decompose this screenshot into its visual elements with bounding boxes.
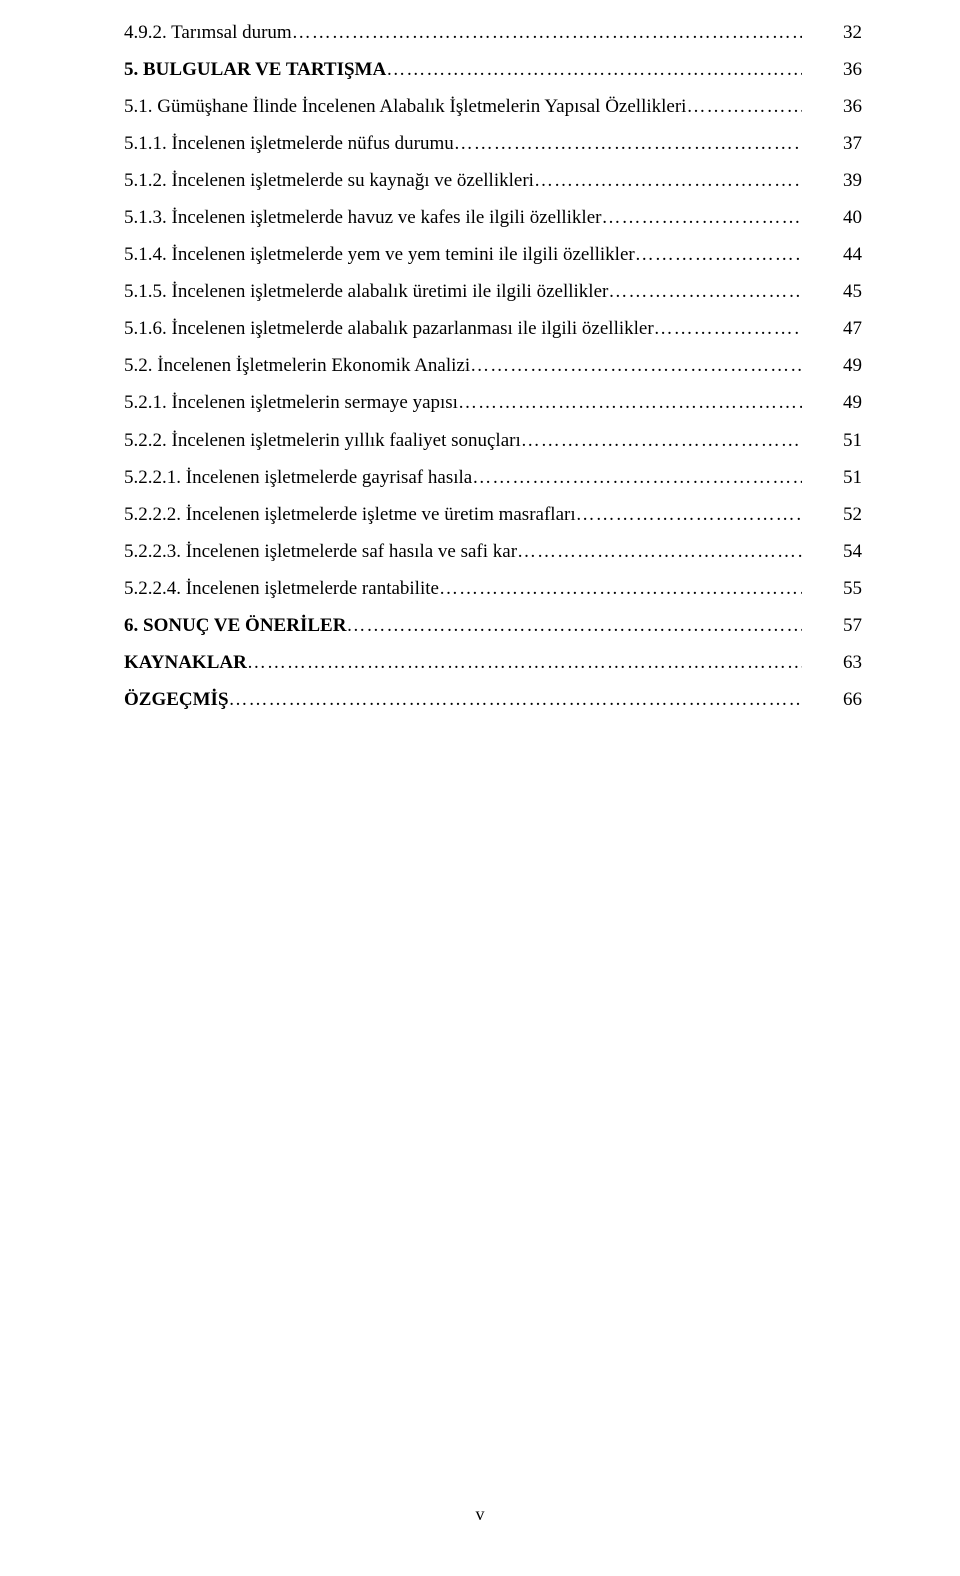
toc-entry-page: 51	[802, 459, 862, 496]
toc-entry: 6. SONUÇ VE ÖNERİLER 57	[124, 607, 862, 644]
toc-entry-label: 5.2.1. İncelenen işletmelerin sermaye ya…	[124, 384, 458, 421]
toc-leader-dots	[386, 51, 802, 88]
toc-entry-page: 66	[802, 681, 862, 718]
toc-leader-dots	[608, 273, 802, 310]
toc-entry: 5.1.2. İncelenen işletmelerde su kaynağı…	[124, 162, 862, 199]
toc-entry-page: 55	[802, 570, 862, 607]
toc-entry: 5.1.3. İncelenen işletmelerde havuz ve k…	[124, 199, 862, 236]
toc-entry-label: ÖZGEÇMİŞ	[124, 681, 229, 718]
toc-entry-page: 36	[802, 88, 862, 125]
toc-entry: 5.1.6. İncelenen işletmelerde alabalık p…	[124, 310, 862, 347]
toc-entry: 5.2.1. İncelenen işletmelerin sermaye ya…	[124, 384, 862, 421]
toc-entry: KAYNAKLAR 63	[124, 644, 862, 681]
toc-entry-page: 63	[802, 644, 862, 681]
toc-entry-label: 4.9.2. Tarımsal durum	[124, 14, 292, 51]
toc-leader-dots	[601, 199, 802, 236]
toc-leader-dots	[346, 607, 802, 644]
toc-leader-dots	[292, 14, 802, 51]
toc-entry: 4.9.2. Tarımsal durum 32	[124, 14, 862, 51]
toc-entry-page: 49	[802, 347, 862, 384]
toc-entry-label: 6. SONUÇ VE ÖNERİLER	[124, 607, 346, 644]
toc-entry: 5.2.2.4. İncelenen işletmelerde rantabil…	[124, 570, 862, 607]
toc-entry: 5.1.1. İncelenen işletmelerde nüfus duru…	[124, 125, 862, 162]
toc-entry-label: 5.1.4. İncelenen işletmelerde yem ve yem…	[124, 236, 635, 273]
toc-entry-label: 5.2.2.2. İncelenen işletmelerde işletme …	[124, 496, 576, 533]
toc-entry-page: 52	[802, 496, 862, 533]
toc-entry-page: 51	[802, 422, 862, 459]
toc-leader-dots	[635, 236, 802, 273]
toc-entry-label: 5.2.2.3. İncelenen işletmelerde saf hası…	[124, 533, 517, 570]
toc-entry: 5.1.4. İncelenen işletmelerde yem ve yem…	[124, 236, 862, 273]
toc-entry-label: KAYNAKLAR	[124, 644, 247, 681]
toc-leader-dots	[454, 125, 802, 162]
toc-entry-page: 45	[802, 273, 862, 310]
toc-entry-label: 5.2.2.4. İncelenen işletmelerde rantabil…	[124, 570, 439, 607]
toc-entry-page: 39	[802, 162, 862, 199]
table-of-contents: 4.9.2. Tarımsal durum325. BULGULAR VE TA…	[124, 14, 862, 718]
toc-entry-label: 5.1.5. İncelenen işletmelerde alabalık ü…	[124, 273, 608, 310]
toc-entry-page: 47	[802, 310, 862, 347]
toc-entry: 5.2. İncelenen İşletmelerin Ekonomik Ana…	[124, 347, 862, 384]
toc-entry: 5.2.2.1. İncelenen işletmelerde gayrisaf…	[124, 459, 862, 496]
toc-leader-dots	[517, 533, 802, 570]
toc-leader-dots	[470, 347, 802, 384]
toc-entry-page: 36	[802, 51, 862, 88]
toc-entry-page: 37	[802, 125, 862, 162]
toc-entry-page: 32	[802, 14, 862, 51]
toc-entry-label: 5. BULGULAR VE TARTIŞMA	[124, 51, 386, 88]
toc-entry-page: 44	[802, 236, 862, 273]
toc-entry-label: 5.1. Gümüşhane İlinde İncelenen Alabalık…	[124, 88, 686, 125]
toc-leader-dots	[534, 162, 802, 199]
toc-entry: 5. BULGULAR VE TARTIŞMA 36	[124, 51, 862, 88]
toc-entry: 5.1.5. İncelenen işletmelerde alabalık ü…	[124, 273, 862, 310]
toc-leader-dots	[686, 88, 802, 125]
toc-leader-dots	[458, 384, 802, 421]
toc-entry-page: 40	[802, 199, 862, 236]
toc-entry-page: 49	[802, 384, 862, 421]
toc-entry: 5.1. Gümüşhane İlinde İncelenen Alabalık…	[124, 88, 862, 125]
toc-leader-dots	[439, 570, 802, 607]
toc-entry: 5.2.2. İncelenen işletmelerin yıllık faa…	[124, 422, 862, 459]
page-number: v	[0, 1497, 960, 1532]
toc-entry: 5.2.2.2. İncelenen işletmelerde işletme …	[124, 496, 862, 533]
toc-leader-dots	[472, 459, 802, 496]
toc-entry-page: 57	[802, 607, 862, 644]
toc-entry-label: 5.1.6. İncelenen işletmelerde alabalık p…	[124, 310, 654, 347]
toc-entry-label: 5.1.1. İncelenen işletmelerde nüfus duru…	[124, 125, 454, 162]
toc-leader-dots	[576, 496, 802, 533]
toc-leader-dots	[229, 681, 802, 718]
toc-entry-label: 5.2.2. İncelenen işletmelerin yıllık faa…	[124, 422, 521, 459]
toc-leader-dots	[247, 644, 802, 681]
toc-entry-label: 5.2. İncelenen İşletmelerin Ekonomik Ana…	[124, 347, 470, 384]
toc-entry-page: 54	[802, 533, 862, 570]
toc-entry-label: 5.1.3. İncelenen işletmelerde havuz ve k…	[124, 199, 601, 236]
toc-leader-dots	[521, 422, 802, 459]
toc-entry-label: 5.2.2.1. İncelenen işletmelerde gayrisaf…	[124, 459, 472, 496]
toc-leader-dots	[654, 310, 802, 347]
toc-entry: ÖZGEÇMİŞ 66	[124, 681, 862, 718]
toc-entry-label: 5.1.2. İncelenen işletmelerde su kaynağı…	[124, 162, 534, 199]
toc-entry: 5.2.2.3. İncelenen işletmelerde saf hası…	[124, 533, 862, 570]
